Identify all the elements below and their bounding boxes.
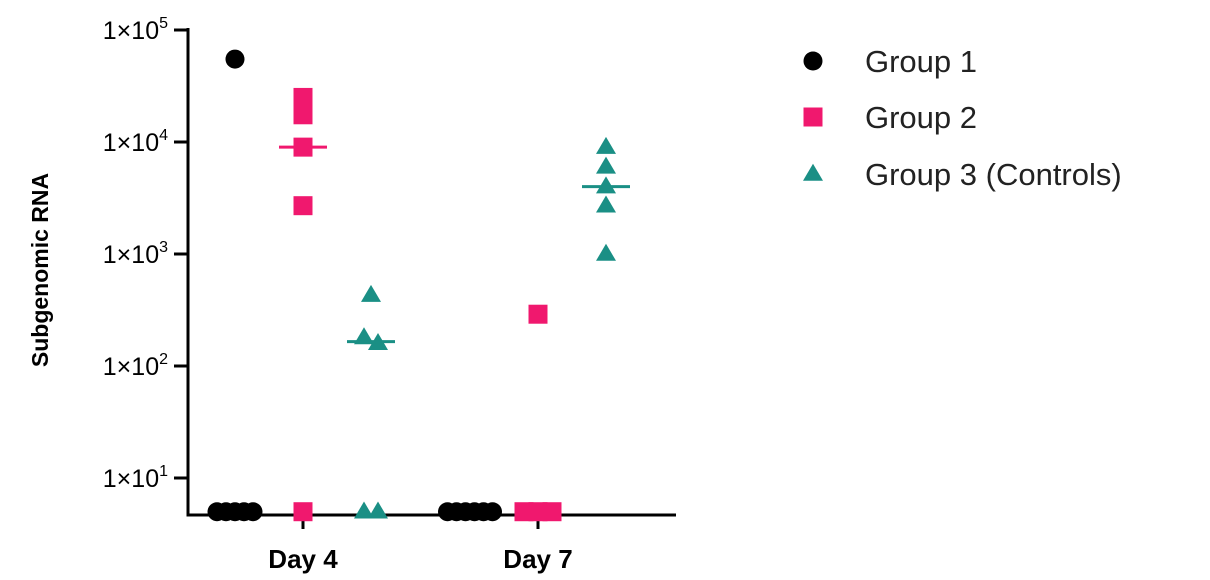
group-3-controls-point — [361, 284, 381, 302]
legend-label: Group 1 — [865, 44, 977, 79]
y-tick-label: 1×104 — [103, 127, 168, 157]
group-2-point — [293, 196, 313, 216]
legend-marker-group-2 — [803, 107, 823, 127]
group-3-controls-point — [596, 176, 616, 194]
legend-marker-group-1 — [803, 51, 823, 71]
y-axis-label: Subgenomic RNA — [27, 173, 53, 367]
group-3-controls-point — [596, 243, 616, 261]
x-tick-label: Day 4 — [268, 544, 338, 574]
group-3-controls-point — [596, 156, 616, 174]
group-1-point — [225, 49, 245, 69]
legend-label: Group 2 — [865, 100, 977, 135]
median-lines — [279, 145, 630, 344]
x-tick-label: Day 7 — [503, 544, 572, 574]
group-3-controls-point — [354, 327, 374, 345]
group-3-controls-point — [596, 195, 616, 213]
group-3-controls-point — [596, 136, 616, 154]
group-2-point — [293, 105, 313, 125]
group-3-controls-point — [354, 501, 374, 519]
x-axis: Day 4 Day 7 — [186, 513, 676, 574]
legend: Group 1 Group 2 Group 3 (Controls) — [803, 44, 1122, 192]
y-axis: 1×101 1×102 1×103 1×104 1×105 — [103, 15, 190, 516]
y-tick-label: 1×101 — [103, 463, 168, 493]
legend-label: Group 3 (Controls) — [865, 157, 1122, 192]
y-tick-label: 1×105 — [103, 15, 168, 45]
group-1-point — [243, 502, 263, 522]
group-2-point — [542, 502, 562, 522]
group-3-controls-point — [368, 501, 388, 519]
y-tick-label: 1×103 — [103, 239, 168, 269]
group-2-point — [293, 87, 313, 107]
group-2-point — [293, 502, 313, 522]
data-points — [207, 49, 616, 522]
group-1-point — [483, 502, 502, 522]
legend-marker-group-3-controls — [803, 163, 823, 181]
y-tick-label: 1×102 — [103, 351, 168, 381]
group-2-point — [528, 304, 548, 324]
